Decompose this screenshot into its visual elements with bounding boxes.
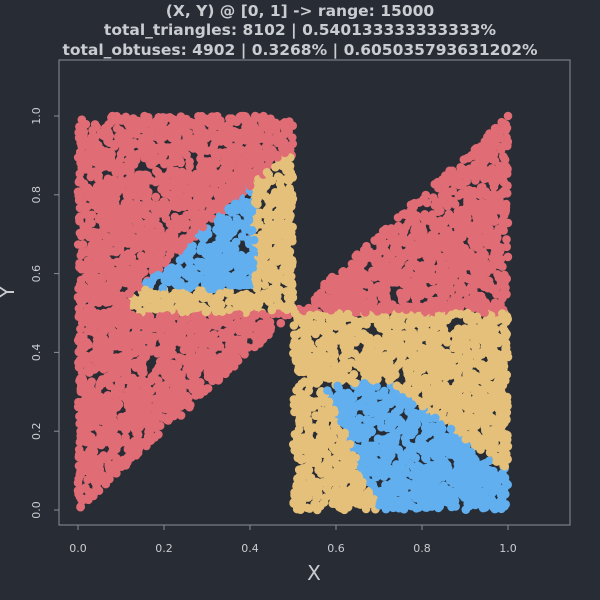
scatter-point-red — [75, 203, 85, 213]
scatter-point-red — [288, 133, 297, 142]
scatter-point-blue — [373, 434, 383, 444]
scatter-point-red — [185, 162, 194, 171]
scatter-point-yellow — [351, 337, 360, 347]
scatter-point-red — [352, 250, 362, 259]
scatter-point-blue — [500, 473, 510, 483]
scatter-point-blue — [489, 503, 498, 512]
scatter-point-red — [444, 282, 454, 292]
scatter-point-red — [276, 318, 286, 328]
scatter-point-red — [430, 179, 440, 189]
scatter-point-yellow — [438, 409, 447, 419]
scatter-point-red — [413, 264, 423, 273]
scatter-point-blue — [200, 276, 209, 286]
scatter-point-yellow — [139, 292, 149, 302]
scatter-point-red — [216, 368, 226, 378]
scatter-point-yellow — [331, 333, 341, 343]
scatter-point-yellow — [295, 419, 305, 429]
scatter-point-red — [176, 411, 186, 420]
scatter-point-red — [93, 350, 102, 360]
scatter-point-red — [244, 158, 254, 168]
scatter-point-blue — [445, 476, 455, 485]
chart-title-line-1: (X, Y) @ [0, 1] -> range: 15000 — [166, 2, 435, 20]
scatter-point-red — [503, 252, 513, 262]
scatter-point-red — [133, 430, 143, 440]
scatter-point-red — [78, 400, 87, 409]
scatter-point-yellow — [298, 319, 307, 328]
scatter-point-red — [449, 231, 459, 240]
scatter-point-red — [170, 157, 180, 167]
scatter-point-red — [243, 343, 253, 352]
scatter-point-red — [161, 381, 170, 390]
scatter-point-red — [154, 221, 163, 231]
scatter-point-red — [129, 266, 138, 275]
scatter-points — [73, 111, 513, 515]
scatter-point-red — [136, 142, 146, 151]
scatter-point-yellow — [288, 222, 297, 232]
scatter-point-red — [112, 138, 121, 148]
scatter-point-red — [398, 210, 408, 219]
scatter-point-yellow — [384, 358, 394, 367]
scatter-point-red — [94, 174, 103, 184]
scatter-point-yellow — [381, 351, 390, 360]
scatter-point-red — [459, 155, 469, 164]
scatter-point-red — [503, 137, 513, 146]
scatter-point-blue — [361, 439, 370, 449]
scatter-point-blue — [390, 485, 399, 495]
scatter-point-blue — [323, 386, 332, 395]
scatter-point-red — [160, 258, 170, 268]
chart-title-line-2: total_triangles: 8102 | 0.54013333333333… — [104, 21, 497, 40]
scatter-point-red — [210, 150, 220, 160]
scatter-point-red — [212, 159, 221, 168]
scatter-point-yellow — [470, 387, 480, 397]
scatter-point-red — [250, 342, 259, 352]
scatter-point-red — [182, 365, 191, 374]
scatter-point-red — [437, 191, 447, 200]
scatter-point-blue — [491, 485, 501, 495]
scatter-point-yellow — [344, 332, 354, 341]
scatter-point-yellow — [289, 349, 298, 358]
scatter-point-yellow — [255, 180, 265, 189]
scatter-point-red — [446, 301, 456, 310]
scatter-point-yellow — [289, 321, 299, 330]
scatter-point-yellow — [311, 411, 320, 421]
scatter-point-red — [83, 475, 92, 485]
scatter-point-yellow — [319, 498, 329, 507]
scatter-point-red — [93, 297, 102, 307]
scatter-point-red — [202, 384, 212, 393]
scatter-point-red — [152, 166, 161, 176]
scatter-point-red — [222, 194, 231, 204]
scatter-point-red — [123, 250, 132, 259]
scatter-point-blue — [361, 415, 371, 424]
scatter-point-red — [150, 205, 159, 214]
scatter-point-red — [86, 172, 96, 182]
scatter-point-red — [492, 289, 501, 299]
scatter-point-yellow — [413, 368, 423, 377]
scatter-point-yellow — [275, 285, 284, 295]
scatter-point-yellow — [481, 322, 491, 331]
scatter-point-red — [469, 303, 478, 313]
scatter-point-red — [367, 285, 377, 294]
scatter-point-yellow — [303, 417, 313, 427]
scatter-point-red — [258, 309, 268, 319]
scatter-point-blue — [473, 469, 483, 479]
chart-title-line-3: total_obtuses: 4902 | 0.3268% | 0.605035… — [62, 41, 538, 60]
scatter-point-red — [151, 192, 161, 202]
